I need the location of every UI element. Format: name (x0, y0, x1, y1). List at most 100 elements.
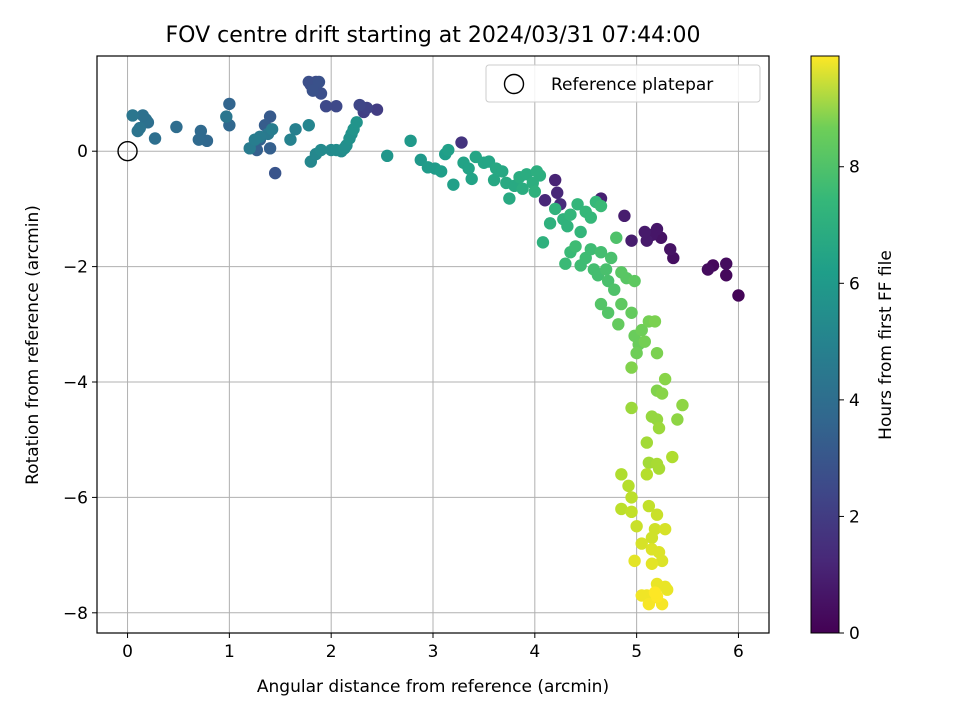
data-point (638, 225, 651, 239)
data-point (720, 269, 733, 282)
data-point (569, 240, 582, 253)
data-point (302, 119, 315, 132)
data-point (666, 450, 679, 464)
data-point (170, 120, 183, 134)
data-point (615, 502, 628, 516)
data-point (650, 346, 664, 360)
data-point (612, 318, 625, 331)
y-axis-label: Rotation from reference (arcmin) (23, 205, 43, 485)
y-tick-label: −2 (63, 258, 88, 278)
data-point (720, 257, 733, 270)
data-point (630, 520, 643, 533)
data-point (594, 297, 608, 311)
data-point (306, 84, 320, 97)
data-point (548, 173, 562, 187)
data-point (664, 243, 677, 256)
data-point (635, 323, 648, 337)
data-point (126, 109, 139, 122)
data-point (353, 98, 366, 112)
data-point (564, 208, 577, 221)
data-point (380, 149, 394, 163)
data-point (650, 508, 664, 521)
data-point (645, 410, 659, 423)
data-point (732, 289, 745, 302)
data-point (671, 413, 684, 426)
reference-platepar-marker (117, 141, 138, 162)
x-tick-label: 2 (326, 642, 337, 662)
data-point (648, 315, 662, 328)
data-point (268, 166, 282, 180)
data-point (584, 211, 598, 224)
data-point (648, 586, 662, 599)
data-point (584, 243, 598, 256)
data-point (496, 165, 509, 178)
x-tick-label: 6 (733, 642, 744, 662)
x-tick-label: 4 (529, 642, 540, 662)
data-point (289, 123, 302, 136)
data-point (628, 274, 641, 288)
data-point (625, 234, 638, 247)
data-point (630, 346, 643, 360)
data-point (652, 462, 666, 475)
data-point (343, 132, 356, 145)
colorbar-gradient (810, 55, 840, 634)
data-point (658, 522, 672, 536)
data-point (635, 537, 648, 550)
colorbar-tick-label: 2 (849, 507, 860, 527)
data-point (625, 491, 638, 504)
data-point (625, 505, 638, 519)
data-point (223, 97, 236, 111)
data-point (548, 202, 562, 216)
data-point (601, 274, 615, 288)
data-point (561, 220, 574, 233)
data-point (655, 554, 669, 568)
data-point (248, 133, 262, 146)
data-point (601, 306, 615, 319)
data-point (330, 99, 343, 113)
data-point (543, 217, 557, 230)
colorbar-tick-label: 8 (849, 158, 860, 178)
data-point (638, 335, 651, 348)
data-point (314, 143, 328, 157)
data-point (536, 236, 550, 249)
data-point (660, 583, 674, 596)
data-point (618, 209, 631, 223)
data-point (615, 297, 628, 311)
data-point (628, 554, 641, 568)
data-point (447, 178, 460, 191)
data-point (599, 263, 613, 276)
data-point (263, 142, 277, 155)
y-tick-label: 0 (77, 142, 88, 162)
data-point (434, 165, 448, 178)
data-point (559, 257, 572, 270)
y-tick-label: −4 (63, 373, 88, 393)
data-point (645, 557, 659, 570)
data-point (284, 133, 297, 146)
y-axis-ticks: 0 −2 −4 −6 −8 (63, 142, 97, 624)
data-point (625, 306, 638, 319)
data-point (404, 134, 417, 148)
colorbar-ticks: 0 2 4 6 8 (839, 158, 860, 644)
data-point (676, 398, 689, 412)
data-point (338, 142, 351, 155)
data-point (487, 173, 501, 187)
data-point (520, 168, 533, 181)
data-point (503, 192, 516, 205)
legend-label: Reference platepar (551, 75, 713, 95)
data-point (645, 531, 659, 544)
data-point (312, 75, 326, 89)
data-point (192, 133, 206, 146)
y-tick-label: −6 (63, 488, 88, 508)
data-point (640, 468, 654, 481)
data-point (455, 136, 468, 149)
data-point (462, 162, 475, 175)
data-point (655, 387, 669, 400)
data-point (220, 110, 233, 123)
data-point (625, 401, 638, 415)
data-point (574, 225, 587, 239)
data-point (136, 109, 150, 122)
data-point (642, 499, 656, 513)
data-point (370, 103, 384, 116)
data-point (551, 186, 564, 199)
data-point (640, 436, 654, 449)
